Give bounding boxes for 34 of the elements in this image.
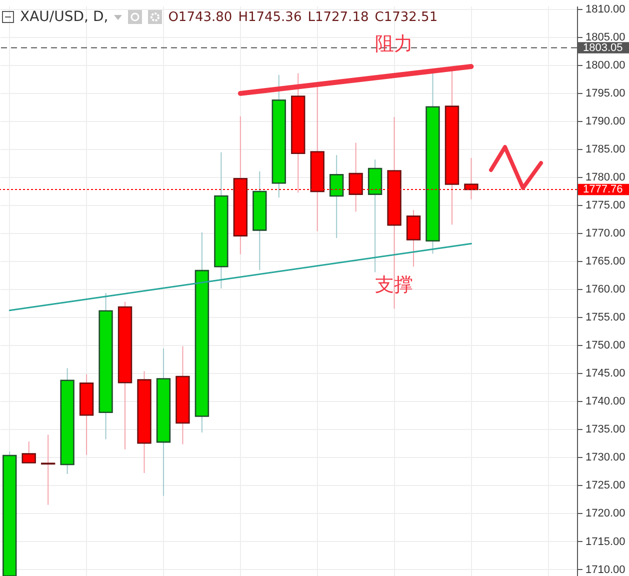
- y-tick-label: 1710.00: [586, 564, 626, 576]
- candlestick: [406, 210, 421, 268]
- annotation: L1727.18: [308, 10, 369, 24]
- y-tick-label: 1760.00: [586, 284, 626, 296]
- annotation: H1745.36: [238, 10, 302, 24]
- y-tick-label: 1775.00: [586, 199, 626, 212]
- y-tick-label: 1755.00: [586, 312, 626, 324]
- y-tick-label: 1800.00: [586, 59, 626, 72]
- y-tick-label: 1795.00: [586, 87, 626, 100]
- candlestick: [329, 154, 344, 239]
- annotation: C1732.51: [374, 10, 438, 24]
- chart-title: XAU/USD, D,: [20, 9, 108, 25]
- y-tick-label: 1770.00: [586, 227, 626, 240]
- y-tick-label: 1750.00: [586, 340, 626, 352]
- candlestick: [40, 434, 56, 506]
- y-tick-label: 1720.00: [586, 508, 626, 520]
- y-tick-label: 1725.00: [586, 480, 626, 492]
- ref-line-label: 1777.76: [583, 184, 623, 196]
- annotation: 阻力: [375, 32, 413, 57]
- y-tick-label: 1765.00: [586, 256, 626, 268]
- y-tick-label: 1785.00: [586, 143, 626, 156]
- y-tick-label: 1790.00: [586, 115, 626, 128]
- annotation: 支撑: [375, 273, 413, 298]
- ref-line-label: 1803.05: [583, 42, 623, 54]
- y-tick-label: 1780.00: [586, 171, 626, 184]
- y-tick-label: 1805.00: [586, 31, 626, 44]
- candlestick: [22, 440, 36, 464]
- y-tick-label: 1810.00: [586, 3, 626, 16]
- y-tick-label: 1740.00: [586, 396, 626, 408]
- y-tick-label: 1735.00: [586, 424, 626, 436]
- y-tick-label: 1745.00: [586, 368, 626, 380]
- annotation: O1743.80: [168, 10, 232, 24]
- y-tick-label: 1715.00: [586, 536, 626, 548]
- y-tick-label: 1730.00: [586, 452, 626, 464]
